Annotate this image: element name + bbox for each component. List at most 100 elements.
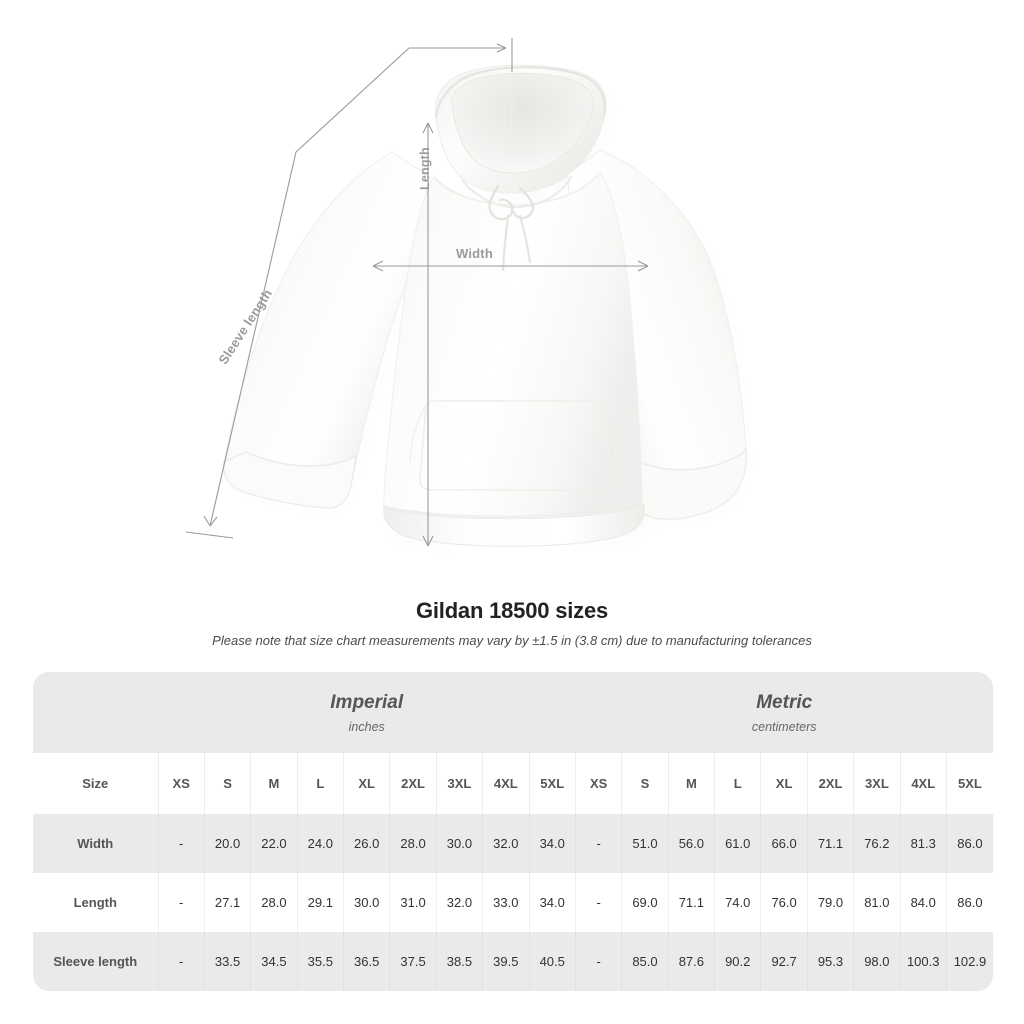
- sleeve-bottom-tick: [185, 531, 234, 539]
- length-measurement-label: Length: [418, 147, 432, 190]
- section-name-metric: Metric: [756, 691, 813, 713]
- cell-length-metric-s: 69.0: [621, 873, 669, 932]
- table-head: Imperial inches Metric centimeters Size …: [33, 672, 993, 814]
- size-header-metric-2xl: 2XL: [806, 753, 854, 814]
- cell-width-metric-l: 61.0: [714, 814, 761, 873]
- cell-length-imperial-l: 29.1: [296, 873, 344, 932]
- cell-sleeve-length-metric-l: 90.2: [714, 932, 761, 991]
- sleeve-top-arrowhead: [496, 43, 507, 53]
- kangaroo-pocket: [419, 400, 615, 491]
- size-header-imperial-xl: XL: [343, 753, 390, 814]
- cell-length-imperial-5xl: 34.0: [528, 873, 576, 932]
- cell-length-imperial-xs: -: [157, 873, 205, 932]
- size-header-metric-xs: XS: [574, 753, 622, 814]
- cell-sleeve-length-metric-2xl: 95.3: [806, 932, 854, 991]
- hem-seam: [383, 505, 645, 520]
- hood-center-seam: [510, 77, 513, 141]
- cell-width-metric-xs: -: [574, 814, 622, 873]
- cell-width-imperial-m: 22.0: [250, 814, 298, 873]
- left-shoulder-seam: [433, 177, 517, 206]
- cell-sleeve-length-imperial-l: 35.5: [296, 932, 344, 991]
- hood-inner: [451, 72, 594, 174]
- cell-length-metric-xl: 76.0: [760, 873, 808, 932]
- size-header-imperial-xs: XS: [157, 753, 205, 814]
- title-block: Gildan 18500 sizes Please note that size…: [0, 598, 1024, 648]
- size-header-metric-m: M: [667, 753, 715, 814]
- size-chart-table: Imperial inches Metric centimeters Size …: [33, 672, 993, 991]
- measurement-lines: [185, 38, 649, 547]
- cell-length-imperial-2xl: 31.0: [389, 873, 437, 932]
- cell-width-imperial-xs: -: [157, 814, 205, 873]
- cell-width-metric-3xl: 76.2: [853, 814, 901, 873]
- size-header-imperial-l: L: [296, 753, 344, 814]
- size-header-imperial-5xl: 5XL: [528, 753, 576, 814]
- size-column-label: Size: [33, 753, 159, 814]
- section-header-spacer: [33, 672, 159, 753]
- cell-sleeve-length-metric-m: 87.6: [667, 932, 715, 991]
- cell-width-imperial-s: 20.0: [203, 814, 251, 873]
- cell-width-metric-m: 56.0: [667, 814, 715, 873]
- size-header-metric-xl: XL: [760, 753, 808, 814]
- cell-length-imperial-xl: 30.0: [343, 873, 390, 932]
- size-table-container: Imperial inches Metric centimeters Size …: [33, 672, 993, 991]
- cell-length-imperial-4xl: 33.0: [482, 873, 530, 932]
- width-arrow-right: [637, 260, 649, 272]
- size-header-imperial-s: S: [203, 753, 251, 814]
- section-name-imperial: Imperial: [330, 691, 404, 713]
- table-body: Width -20.0 22.0 24.0 26.0 28.0 30.0 32.0 34.0-5…: [33, 814, 993, 991]
- cell-length-metric-xs: -: [574, 873, 622, 932]
- cell-sleeve-length-metric-xs: -: [574, 932, 622, 991]
- cell-width-imperial-l: 24.0: [296, 814, 344, 873]
- cell-sleeve-length-imperial-m: 34.5: [250, 932, 298, 991]
- cell-width-imperial-2xl: 28.0: [389, 814, 437, 873]
- sleeve-diagonal-line: [209, 47, 410, 527]
- tolerance-note: Please note that size chart measurements…: [212, 633, 812, 648]
- length-arrow-top: [422, 122, 434, 134]
- size-header-imperial-2xl: 2XL: [389, 753, 437, 814]
- hoodie-illustration: Length Width Sleeve length: [185, 38, 747, 547]
- size-header-imperial-m: M: [250, 753, 298, 814]
- cell-width-imperial-4xl: 32.0: [482, 814, 530, 873]
- hood-edge: [434, 66, 607, 119]
- table-row: Width -20.0 22.0 24.0 26.0 28.0 30.0 32.0 34.0-5…: [33, 814, 993, 873]
- cell-length-imperial-m: 28.0: [250, 873, 298, 932]
- cell-sleeve-length-metric-xl: 92.7: [760, 932, 808, 991]
- width-arrow-left: [372, 260, 384, 272]
- cell-width-metric-5xl: 86.0: [945, 814, 993, 873]
- cell-length-metric-l: 74.0: [714, 873, 761, 932]
- cell-length-metric-m: 71.1: [667, 873, 715, 932]
- table-row: Sleeve length -33.5 34.5 35.5 36.5 37.5 38.5 39…: [33, 932, 993, 991]
- size-header-imperial-3xl: 3XL: [435, 753, 483, 814]
- left-cuff-seam: [245, 451, 357, 467]
- cell-width-metric-s: 51.0: [621, 814, 669, 873]
- cell-width-imperial-5xl: 34.0: [528, 814, 576, 873]
- cell-width-metric-4xl: 81.3: [899, 814, 947, 873]
- cell-width-metric-xl: 66.0: [760, 814, 808, 873]
- cell-width-imperial-xl: 26.0: [343, 814, 390, 873]
- cell-sleeve-length-imperial-3xl: 38.5: [435, 932, 483, 991]
- section-header-imperial: Imperial inches: [158, 672, 576, 753]
- cell-length-metric-2xl: 79.0: [806, 873, 854, 932]
- page-title: Gildan 18500 sizes: [415, 598, 609, 623]
- cell-sleeve-length-imperial-4xl: 39.5: [482, 932, 530, 991]
- cell-width-metric-2xl: 71.1: [806, 814, 854, 873]
- table-row: Length -27.1 28.0 29.1 30.0 31.0 32.0 33.0 34.0-…: [33, 873, 993, 932]
- cell-sleeve-length-imperial-xs: -: [157, 932, 205, 991]
- row-label-length: Length: [33, 873, 159, 932]
- cell-length-metric-3xl: 81.0: [853, 873, 901, 932]
- size-header-metric-4xl: 4XL: [899, 753, 947, 814]
- pocket-right-opening: [600, 406, 618, 463]
- sleeve-bottom-arrowhead: [203, 515, 218, 527]
- size-header-metric-s: S: [621, 753, 669, 814]
- right-shoulder-seam: [517, 171, 601, 206]
- cell-sleeve-length-metric-s: 85.0: [621, 932, 669, 991]
- size-header-imperial-4xl: 4XL: [482, 753, 530, 814]
- section-unit-imperial: inches: [348, 719, 385, 734]
- section-header-row: Imperial inches Metric centimeters: [33, 672, 993, 753]
- cell-sleeve-length-imperial-5xl: 40.5: [528, 932, 576, 991]
- size-header-row: Size XS S M L XL 2XL 3XL 4XL 5XL XS S M L XL 2XL 3XL 4XL…: [33, 753, 993, 814]
- size-header-metric-3xl: 3XL: [853, 753, 901, 814]
- cell-sleeve-length-metric-3xl: 98.0: [853, 932, 901, 991]
- section-header-metric: Metric centimeters: [575, 672, 993, 753]
